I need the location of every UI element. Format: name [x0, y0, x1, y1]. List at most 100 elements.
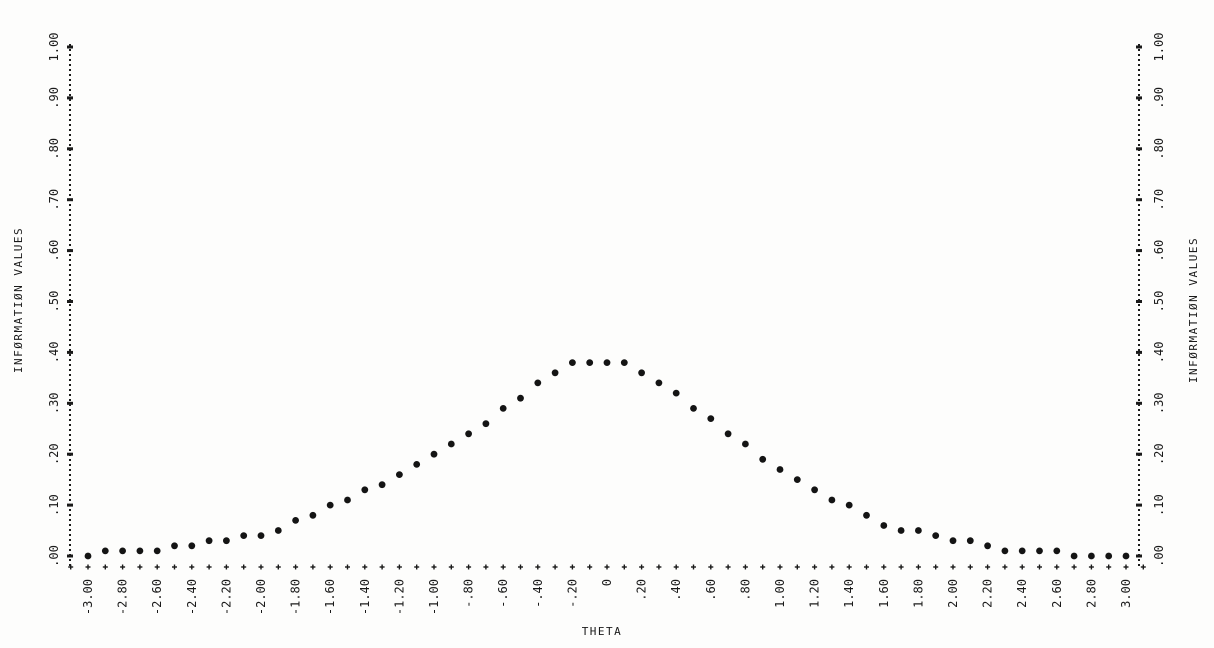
data-point [482, 420, 490, 428]
right-y-tick-label: .20 [1152, 443, 1166, 465]
baseline-mark [102, 564, 108, 570]
baseline-mark [483, 564, 489, 570]
baseline-mark [587, 564, 593, 570]
x-tick-label: -2.20 [219, 579, 233, 615]
baseline-mark [708, 564, 714, 570]
x-tick-label: .40 [669, 579, 683, 601]
left-y-tick-label: .30 [47, 392, 61, 414]
right-y-tick-mark [1136, 147, 1142, 151]
x-tick-label: -2.00 [254, 579, 268, 615]
x-tick-label: -.80 [462, 579, 476, 608]
information-points [84, 359, 1130, 560]
left-y-tick-mark [67, 300, 73, 303]
data-point [707, 415, 715, 422]
baseline-mark [327, 564, 333, 570]
data-point [949, 537, 957, 545]
right-y-tick-label: .80 [1152, 138, 1166, 160]
data-point [361, 486, 369, 494]
data-point [776, 466, 784, 473]
data-point [569, 359, 576, 366]
data-point [880, 522, 888, 529]
left-y-tick-mark [67, 503, 73, 507]
right-y-tick-label: .10 [1152, 494, 1166, 516]
right-y-tick-mark [1136, 300, 1142, 303]
baseline-mark [241, 564, 247, 570]
right-y-tick-labels: .00 .10 .20 .30 .40 .50 .60 .70 .80 .90 1.00 [1152, 33, 1166, 567]
right-y-tick-mark [1136, 198, 1142, 202]
baseline-mark [362, 564, 368, 570]
x-axis-title: THETA [582, 625, 623, 638]
baseline-mark [500, 564, 506, 570]
baseline-mark [777, 564, 783, 570]
data-point [257, 532, 265, 539]
left-y-tick-mark [67, 401, 73, 405]
baseline-mark [310, 564, 316, 570]
data-point [638, 369, 645, 377]
right-y-tick-mark [1136, 45, 1142, 49]
x-tick-label: 2.00 [946, 579, 960, 608]
x-tick-label: -2.40 [185, 579, 199, 615]
x-tick-label: -.60 [496, 579, 510, 608]
data-point [551, 369, 559, 377]
baseline-mark [725, 564, 731, 570]
data-point [742, 440, 749, 448]
x-tick-label: 2.80 [1084, 579, 1098, 608]
left-y-tick-labels: .00 .10 .20 .30 .40 .50 .60 .70 .80 .90 1.00 [47, 33, 61, 567]
x-tick-label: .60 [704, 579, 718, 601]
right-y-tick-label: .90 [1152, 87, 1166, 109]
x-tick-label: -1.20 [392, 579, 406, 615]
data-point [863, 511, 870, 519]
data-point [309, 511, 317, 519]
data-point [101, 547, 109, 555]
left-y-tick-mark [67, 554, 73, 558]
baseline-mark [915, 564, 921, 570]
x-tick-label: 2.40 [1015, 579, 1029, 608]
baseline-mark [1106, 564, 1112, 570]
data-point [932, 532, 940, 539]
data-point [430, 450, 438, 458]
left-y-tick-mark [67, 350, 73, 354]
baseline-mark [137, 564, 143, 570]
left-y-tick-mark [67, 452, 73, 456]
right-y-tick-mark [1136, 452, 1142, 456]
baseline-mark [431, 564, 437, 570]
left-y-tick-mark [67, 147, 73, 151]
data-point [586, 359, 594, 366]
x-tick-label: -1.60 [323, 579, 337, 615]
data-point [465, 430, 472, 438]
baseline-mark [864, 564, 869, 570]
data-point [672, 389, 680, 397]
data-point [966, 537, 974, 545]
baseline-mark [794, 564, 800, 570]
data-point [292, 517, 299, 524]
data-point [326, 501, 334, 509]
data-point [603, 359, 611, 366]
baseline-mark [206, 564, 212, 570]
data-point [171, 542, 178, 550]
x-tick-label: 1.40 [842, 579, 856, 608]
chart-axes [67, 44, 1146, 570]
right-y-tick-mark [1136, 249, 1142, 253]
data-point [828, 496, 836, 504]
data-point [897, 527, 905, 534]
baseline-mark [518, 564, 523, 570]
data-point [344, 496, 351, 504]
data-point [205, 537, 213, 545]
baseline-mark [760, 564, 766, 570]
x-tick-label: 1.80 [911, 579, 925, 608]
left-y-tick-label: .40 [47, 342, 61, 364]
data-point [274, 527, 282, 534]
left-y-tick-label: .60 [47, 240, 61, 262]
right-y-tick-mark [1136, 503, 1142, 507]
left-y-tick-label: .10 [47, 494, 61, 516]
baseline-mark [933, 564, 939, 570]
right-y-tick-mark [1136, 96, 1142, 100]
baseline-mark [604, 564, 610, 570]
left-y-tick-mark [67, 45, 73, 49]
data-point [915, 527, 922, 534]
data-point [378, 481, 386, 489]
baseline-mark [846, 564, 852, 570]
x-tick-label: -.40 [531, 579, 545, 608]
baseline-mark [950, 564, 956, 570]
